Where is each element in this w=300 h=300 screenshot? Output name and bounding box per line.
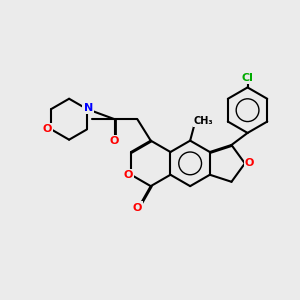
Text: O: O [133, 202, 142, 213]
Text: O: O [124, 170, 133, 180]
Text: O: O [43, 124, 52, 134]
Text: Cl: Cl [242, 73, 254, 83]
Text: N: N [83, 103, 93, 112]
Text: O: O [245, 158, 254, 168]
Text: CH₃: CH₃ [194, 116, 213, 126]
Text: O: O [110, 136, 119, 146]
